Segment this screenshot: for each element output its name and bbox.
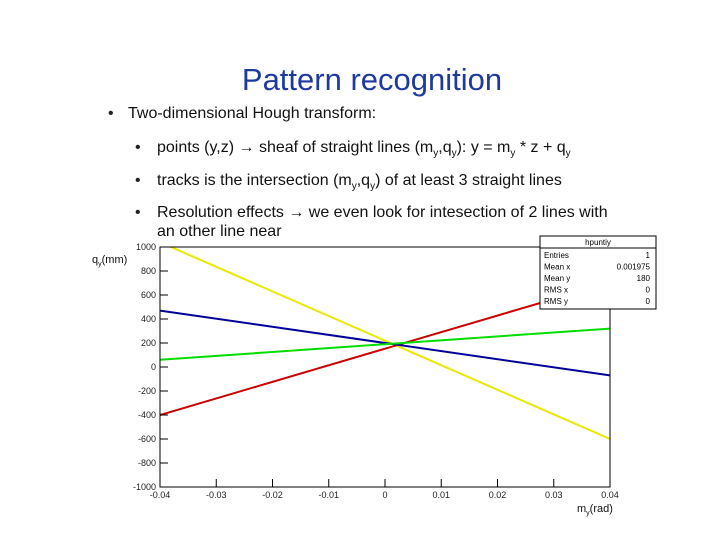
text-run: ) of at least 3 straight lines (375, 172, 562, 189)
y-tick-label: -600 (138, 434, 156, 444)
series-line (160, 281, 610, 416)
stats-value: 1 (646, 251, 651, 260)
stats-label: Entries (544, 251, 569, 260)
subscript: y (586, 510, 590, 517)
bullet-text: Two-dimensional Hough transform: (128, 105, 376, 122)
bullet-dot: • (135, 172, 141, 189)
plot-area (160, 247, 610, 440)
x-tick-label: 0.03 (545, 490, 563, 500)
stats-label: Mean x (544, 263, 570, 272)
x-tick-label: -0.03 (206, 490, 227, 500)
y-tick-label: 800 (141, 266, 156, 276)
x-tick-label: -0.01 (318, 490, 339, 500)
subscript: y (510, 148, 515, 159)
text-run: (mm) (102, 254, 128, 266)
stats-value: 0.001975 (617, 263, 651, 272)
stats-label: RMS x (544, 286, 568, 295)
stats-value: 0 (646, 286, 651, 295)
text-run: ,q (357, 172, 370, 189)
text-run: Resolution effects → we even look for in… (157, 204, 608, 221)
text-run: Two-dimensional Hough transform: (128, 105, 376, 122)
text-run: an other line near (157, 223, 282, 240)
stats-label: RMS y (544, 297, 568, 306)
bullet-text: points (y,z) → sheaf of straight lines (… (157, 139, 571, 159)
y-tick-label: 400 (141, 314, 156, 324)
y-tick-label: -800 (138, 458, 156, 468)
bullet-text: Resolution effects → we even look for in… (157, 204, 608, 221)
y-tick-label: 600 (141, 290, 156, 300)
bullet-dot: • (108, 105, 114, 122)
stats-label: Mean y (544, 274, 570, 283)
text-run: ): y = m (457, 139, 511, 156)
subscript: y (433, 148, 438, 159)
stats-title: hpuntiy (585, 238, 611, 247)
subscript: y (370, 181, 375, 192)
stats-value: 180 (637, 274, 651, 283)
x-tick-label: 0 (382, 490, 387, 500)
y-tick-label: 200 (141, 338, 156, 348)
x-tick-label: -0.04 (150, 490, 171, 500)
series-line (168, 247, 610, 440)
x-tick-label: 0.02 (489, 490, 507, 500)
bullet-text: an other line near (157, 223, 282, 240)
text-run: m (577, 503, 586, 515)
y-tick-label: -400 (138, 410, 156, 420)
text-run: q (92, 254, 98, 266)
x-tick-label: 0.04 (601, 490, 619, 500)
text-run: tracks is the intersection (m (157, 172, 352, 189)
bullet-dot: • (135, 139, 141, 156)
y-tick-label: -200 (138, 386, 156, 396)
y-tick-label: -1000 (133, 482, 156, 492)
subscript: y (352, 181, 357, 192)
axis-label: my(rad) (577, 503, 613, 517)
subscript: y (98, 261, 102, 268)
series-line (160, 327, 610, 361)
bullet-dot: • (135, 204, 141, 221)
text-run: (rad) (590, 503, 613, 515)
series-line (160, 309, 610, 377)
subscript: y (452, 148, 457, 159)
y-tick-label: 1000 (136, 242, 156, 252)
subscript: y (566, 148, 571, 159)
slide-title: Pattern recognition (242, 62, 502, 97)
y-tick-label: 0 (151, 362, 156, 372)
bullet-text: tracks is the intersection (my,qy) of at… (157, 172, 562, 192)
text-run: * z + q (515, 139, 565, 156)
axis-label: qy(mm) (92, 254, 127, 268)
x-tick-label: 0.01 (432, 490, 450, 500)
text-run: points (y,z) → sheaf of straight lines (… (157, 139, 433, 156)
x-tick-label: -0.02 (262, 490, 283, 500)
text-run: ,q (438, 139, 451, 156)
stats-value: 0 (646, 297, 651, 306)
